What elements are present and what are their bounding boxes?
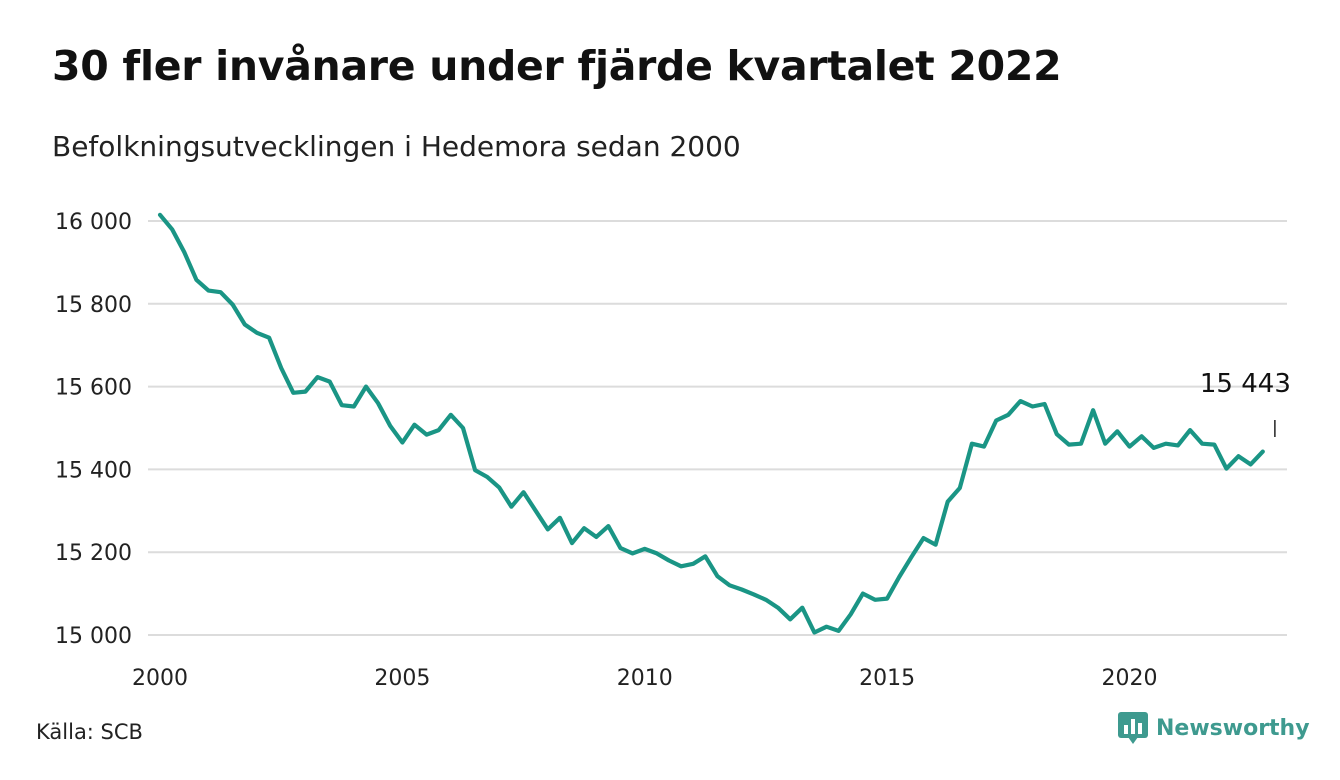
y-tick-label: 15 200 bbox=[55, 541, 132, 566]
x-tick-label: 2020 bbox=[1101, 666, 1157, 691]
population-line bbox=[157, 212, 1265, 635]
x-tick-label: 2005 bbox=[374, 666, 430, 691]
bar-chart-speech-bubble-icon bbox=[1118, 712, 1148, 744]
y-tick-label: 15 800 bbox=[55, 293, 132, 318]
y-tick-label: 15 400 bbox=[55, 458, 132, 483]
annotation-value-label: 15 443 bbox=[1200, 369, 1291, 399]
chart-subtitle: Befolkningsutvecklingen i Hedemora sedan… bbox=[52, 130, 741, 163]
y-tick-label: 15 600 bbox=[55, 376, 132, 401]
y-axis-tick-labels: 15 000 15 200 15 400 15 600 15 800 16 000 bbox=[55, 210, 132, 649]
x-axis-tick-labels: 2000 2005 2010 2015 2020 bbox=[132, 666, 1157, 691]
x-tick-label: 2015 bbox=[859, 666, 915, 691]
brand-name: Newsworthy bbox=[1156, 715, 1310, 741]
source-label: Källa: SCB bbox=[36, 720, 143, 744]
x-tick-label: 2010 bbox=[617, 666, 673, 691]
last-value-annotation: 15 443 bbox=[1200, 369, 1291, 437]
y-tick-label: 16 000 bbox=[55, 210, 132, 235]
chart-title: 30 fler invånare under fjärde kvartalet … bbox=[52, 42, 1062, 90]
gridlines bbox=[148, 220, 1287, 636]
x-tick-label: 2000 bbox=[132, 666, 188, 691]
newsworthy-logo: Newsworthy bbox=[1118, 712, 1310, 744]
y-tick-label: 15 000 bbox=[55, 624, 132, 649]
